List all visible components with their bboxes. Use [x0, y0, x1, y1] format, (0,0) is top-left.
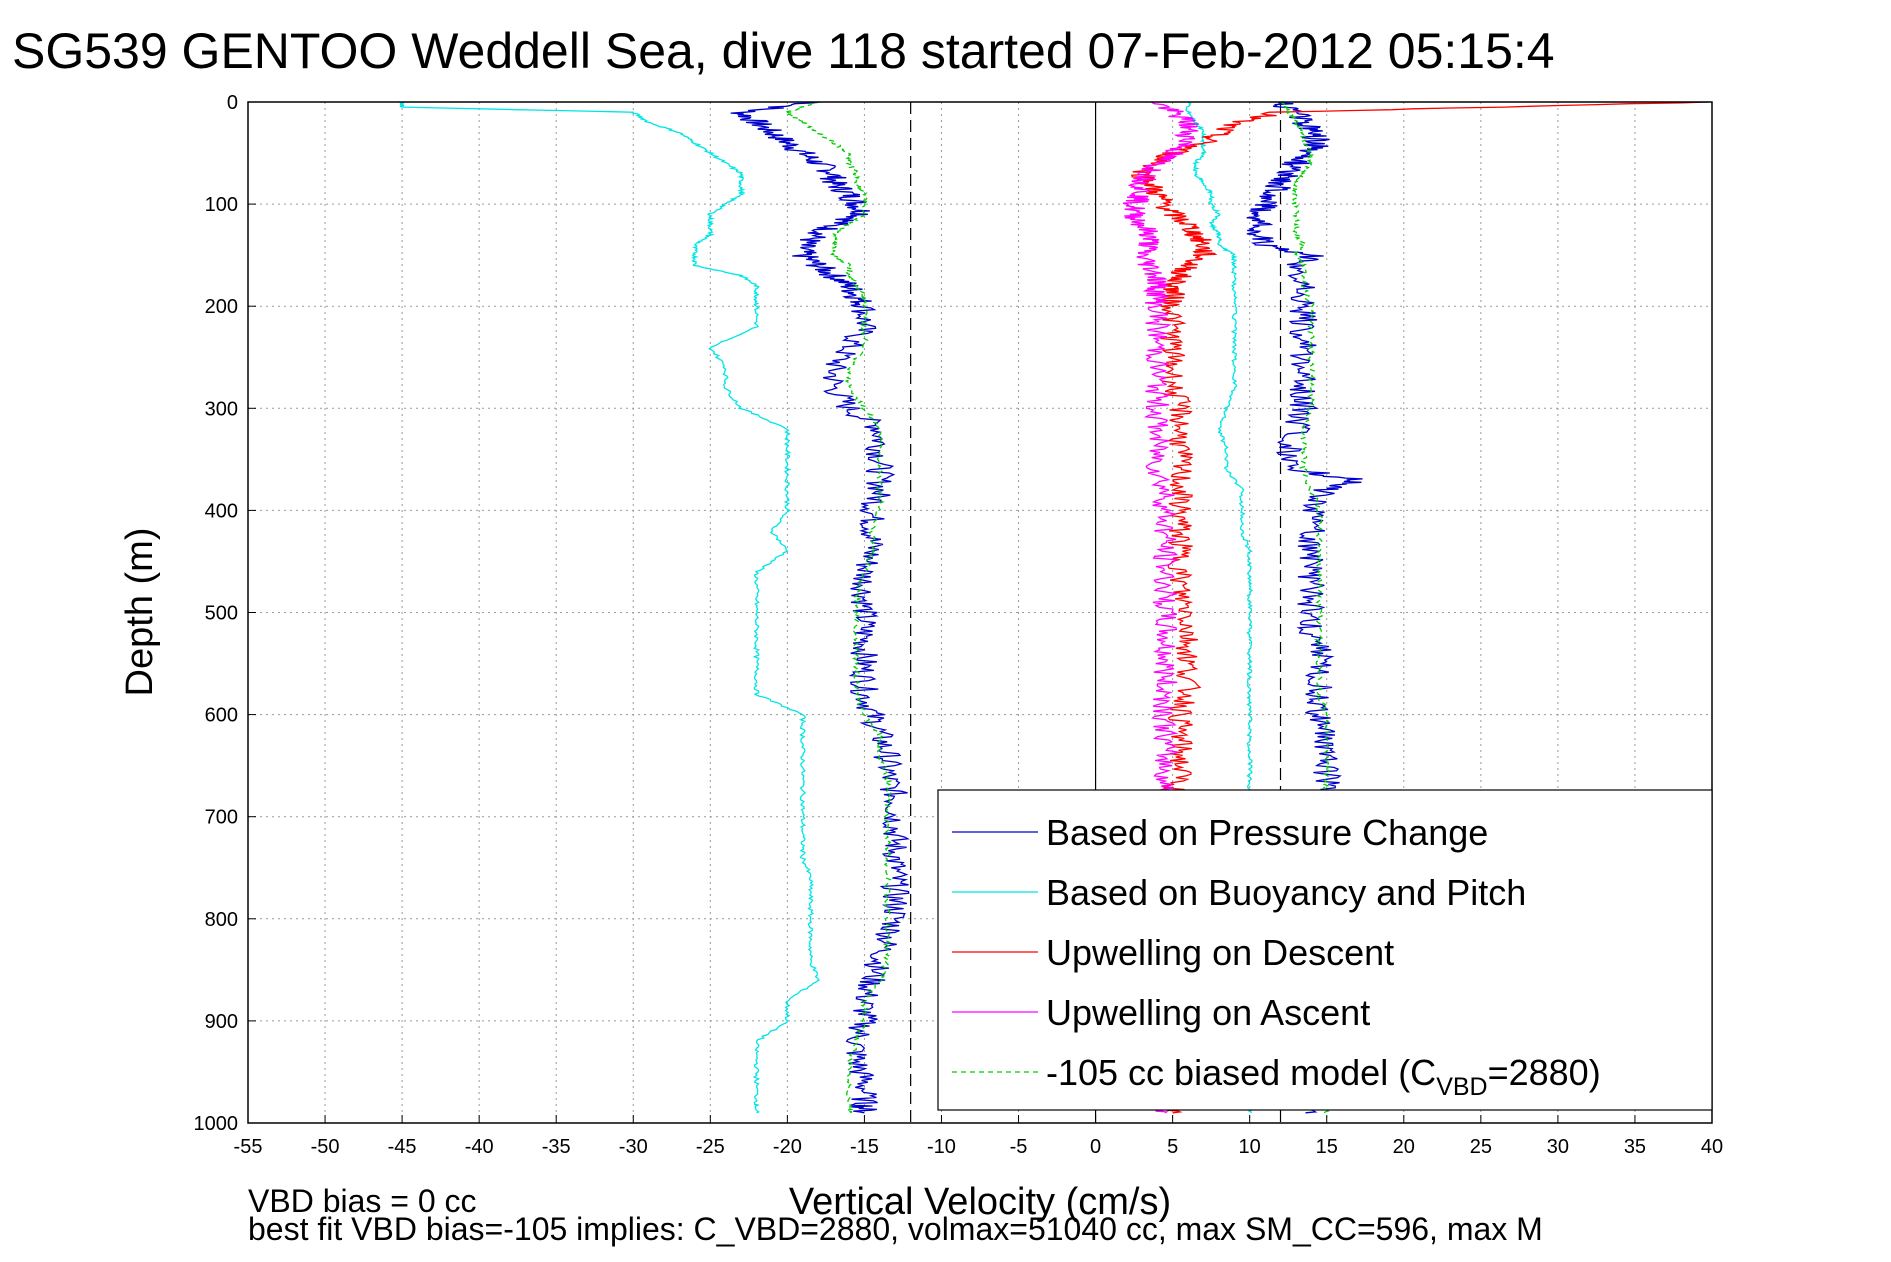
x-tick-label-0: -55 — [234, 1136, 263, 1158]
x-tick-label-10: -5 — [1010, 1136, 1028, 1158]
vbd-bias-note: VBD bias = 0 cc — [248, 1183, 477, 1219]
x-tick-label-12: 5 — [1167, 1136, 1178, 1158]
y-tick-label-7: 700 — [205, 807, 238, 829]
legend-label-3: Upwelling on Ascent — [1046, 992, 1370, 1033]
y-axis: 0 100 200 300 400 500 600 700 800 900 1000 — [194, 92, 256, 1135]
x-tick-label-5: -30 — [619, 1136, 648, 1158]
y-axis-label: Depth (m) — [119, 528, 161, 697]
x-tick-label-16: 25 — [1470, 1136, 1492, 1158]
x-tick-label-1: -50 — [311, 1136, 340, 1158]
y-tick-label-4: 400 — [205, 500, 238, 522]
x-tick-label-7: -20 — [773, 1136, 802, 1158]
chart-title: SG539 GENTOO Weddell Sea, dive 118 start… — [12, 23, 1555, 79]
y-tick-label-8: 800 — [205, 909, 238, 931]
series-4-branch-0 — [784, 101, 893, 1114]
x-tick-label-6: -25 — [696, 1136, 725, 1158]
x-tick-label-15: 20 — [1393, 1136, 1415, 1158]
y-tick-label-9: 900 — [205, 1011, 238, 1033]
y-tick-label-10: 1000 — [194, 1113, 239, 1135]
y-tick-label-1: 100 — [205, 194, 238, 216]
legend-box — [937, 789, 1713, 1111]
legend-label-0: Based on Pressure Change — [1046, 812, 1488, 853]
series-1-branch-0 — [399, 101, 820, 1114]
y-tick-label-2: 200 — [205, 296, 238, 318]
x-tick-label-19: 40 — [1701, 1136, 1723, 1158]
x-tick-label-8: -15 — [850, 1136, 879, 1158]
x-tick-label-13: 10 — [1239, 1136, 1261, 1158]
x-tick-label-9: -10 — [927, 1136, 956, 1158]
legend-label-2: Upwelling on Descent — [1046, 932, 1394, 973]
y-tick-label-5: 500 — [205, 603, 238, 625]
x-tick-label-18: 35 — [1624, 1136, 1646, 1158]
series-0-branch-0 — [730, 101, 910, 1114]
y-tick-label-6: 600 — [205, 705, 238, 727]
x-tick-label-11: 0 — [1090, 1136, 1101, 1158]
best-fit-note: best fit VBD bias=-105 implies: C_VBD=28… — [248, 1211, 1543, 1247]
y-tick-label-3: 300 — [205, 398, 238, 420]
x-tick-label-3: -40 — [465, 1136, 494, 1158]
x-tick-label-14: 15 — [1316, 1136, 1338, 1158]
y-tick-label-0: 0 — [227, 92, 238, 114]
legend: Based on Pressure Change Based on Buoyanc… — [937, 789, 1713, 1111]
x-tick-label-4: -35 — [542, 1136, 571, 1158]
x-tick-label-2: -45 — [388, 1136, 417, 1158]
x-axis: -55 -50 -45 -40 -35 -30 -25 -20 -15 -10 -5 0 5 10 15 20… — [234, 1115, 1723, 1158]
legend-label-4: -105 cc biased model (CVBD=2880) — [1046, 1052, 1601, 1101]
legend-label-1: Based on Buoyancy and Pitch — [1046, 872, 1526, 913]
x-axis-label: Vertical Velocity (cm/s) — [789, 1181, 1171, 1223]
x-tick-label-17: 30 — [1547, 1136, 1569, 1158]
